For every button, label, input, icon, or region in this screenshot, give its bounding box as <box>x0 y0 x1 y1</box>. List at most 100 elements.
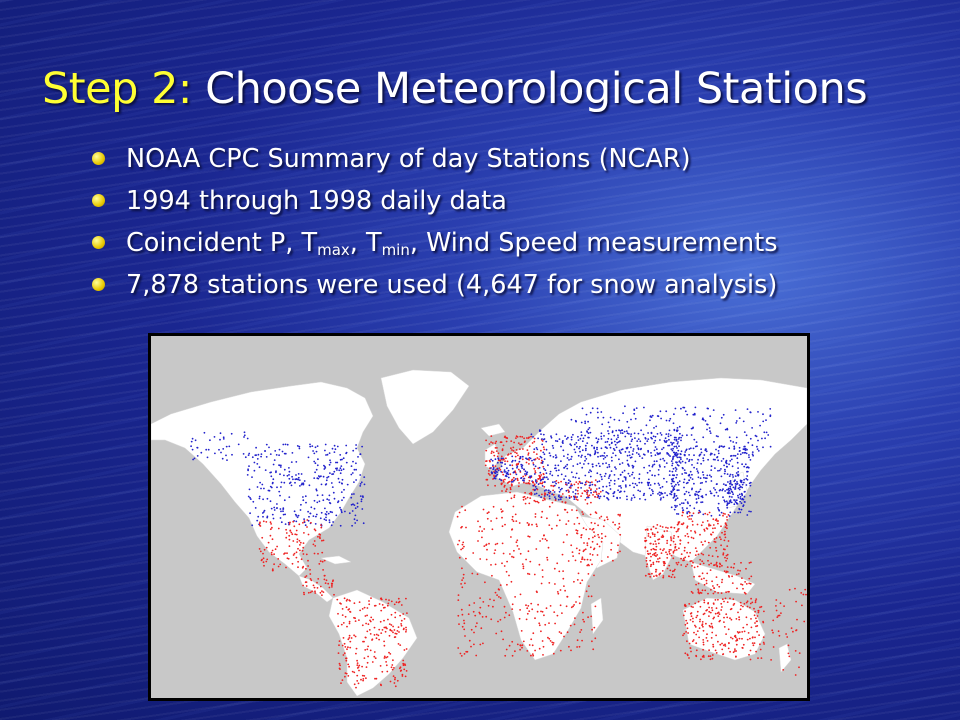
snow-station-dot <box>607 437 610 440</box>
station-dot <box>603 519 606 522</box>
snow-station-dot <box>633 408 636 411</box>
station-dot <box>496 542 499 545</box>
station-dot <box>514 455 517 458</box>
snow-station-dot <box>520 463 523 466</box>
station-dot <box>523 495 526 498</box>
snow-station-dot <box>558 486 560 489</box>
snow-station-dot <box>674 407 677 410</box>
station-dot <box>491 450 493 453</box>
station-dot <box>401 673 404 676</box>
snow-station-dot <box>581 454 583 457</box>
station-dot <box>470 628 473 631</box>
snow-station-dot <box>630 446 632 449</box>
station-dot <box>476 573 479 576</box>
station-dot <box>725 591 727 594</box>
station-dot <box>458 511 461 514</box>
snow-station-dot <box>669 434 672 437</box>
station-dot <box>271 526 273 529</box>
snow-station-dot <box>743 495 746 498</box>
station-dot <box>293 552 296 555</box>
snow-station-dot <box>745 434 748 437</box>
station-dot <box>741 637 743 640</box>
station-dot <box>309 568 311 571</box>
snow-station-dot <box>643 492 646 495</box>
station-dot <box>585 483 587 486</box>
station-dot <box>504 478 506 481</box>
snow-station-dot <box>580 431 583 433</box>
station-dot <box>503 486 506 488</box>
station-dot <box>347 646 349 649</box>
station-dot <box>305 575 308 577</box>
snow-station-dot <box>680 439 682 442</box>
station-dot <box>576 579 579 581</box>
snow-station-dot <box>606 491 609 494</box>
station-dot <box>587 616 589 619</box>
snow-station-dot <box>600 438 603 440</box>
station-dot <box>542 465 545 468</box>
snow-station-dot <box>570 458 572 460</box>
station-dot <box>709 524 712 527</box>
station-dot <box>673 526 676 529</box>
station-dot <box>498 467 501 469</box>
station-dot <box>762 636 765 638</box>
snow-station-dot <box>602 416 605 419</box>
station-dot <box>373 626 376 629</box>
snow-station-dot <box>692 447 695 450</box>
snow-station-dot <box>593 446 596 449</box>
snow-station-dot <box>338 469 341 472</box>
station-dot <box>288 538 291 541</box>
snow-station-dot <box>649 415 652 417</box>
snow-station-dot <box>314 471 316 474</box>
snow-station-dot <box>297 514 300 517</box>
snow-station-dot <box>292 478 294 481</box>
snow-station-dot <box>668 438 670 441</box>
snow-station-dot <box>676 497 679 500</box>
station-dot <box>735 650 737 652</box>
station-dot <box>553 567 556 570</box>
snow-station-dot <box>613 440 616 443</box>
station-dot <box>394 632 397 635</box>
snow-station-dot <box>353 468 356 471</box>
station-dot <box>594 495 596 498</box>
snow-station-dot <box>289 481 292 484</box>
snow-station-dot <box>350 503 353 506</box>
station-dot <box>558 570 561 573</box>
station-dot <box>340 623 343 626</box>
snow-station-dot <box>304 524 307 527</box>
snow-station-dot <box>664 437 667 440</box>
station-dot <box>680 553 683 555</box>
station-dot <box>482 601 485 603</box>
station-dot <box>289 529 292 532</box>
snow-station-dot <box>334 448 337 451</box>
station-dot <box>355 647 358 650</box>
snow-station-dot <box>631 482 634 485</box>
station-dot <box>363 675 366 677</box>
station-dot <box>494 442 497 445</box>
station-dot <box>732 651 735 654</box>
station-dot <box>583 620 585 623</box>
station-dot <box>321 590 323 592</box>
station-dot <box>349 646 352 649</box>
station-dot <box>596 554 599 556</box>
station-dot <box>511 603 514 606</box>
snow-station-dot <box>705 493 707 496</box>
india <box>644 525 676 581</box>
station-dot <box>547 636 549 639</box>
snow-station-dot <box>360 500 363 503</box>
station-dot <box>510 452 512 455</box>
snow-station-dot <box>762 446 764 449</box>
station-dot <box>689 647 692 649</box>
station-dot <box>344 615 347 618</box>
station-dot <box>486 512 489 515</box>
snow-station-dot <box>736 457 739 460</box>
snow-station-dot <box>331 447 334 450</box>
station-dot <box>775 605 777 607</box>
snow-station-dot <box>619 430 622 432</box>
snow-station-dot <box>729 440 732 442</box>
snow-station-dot <box>646 440 649 442</box>
snow-station-dot <box>565 496 568 499</box>
snow-station-dot <box>523 468 525 471</box>
station-dot <box>495 632 498 635</box>
station-dot <box>683 632 686 635</box>
snow-station-dot <box>678 445 680 448</box>
